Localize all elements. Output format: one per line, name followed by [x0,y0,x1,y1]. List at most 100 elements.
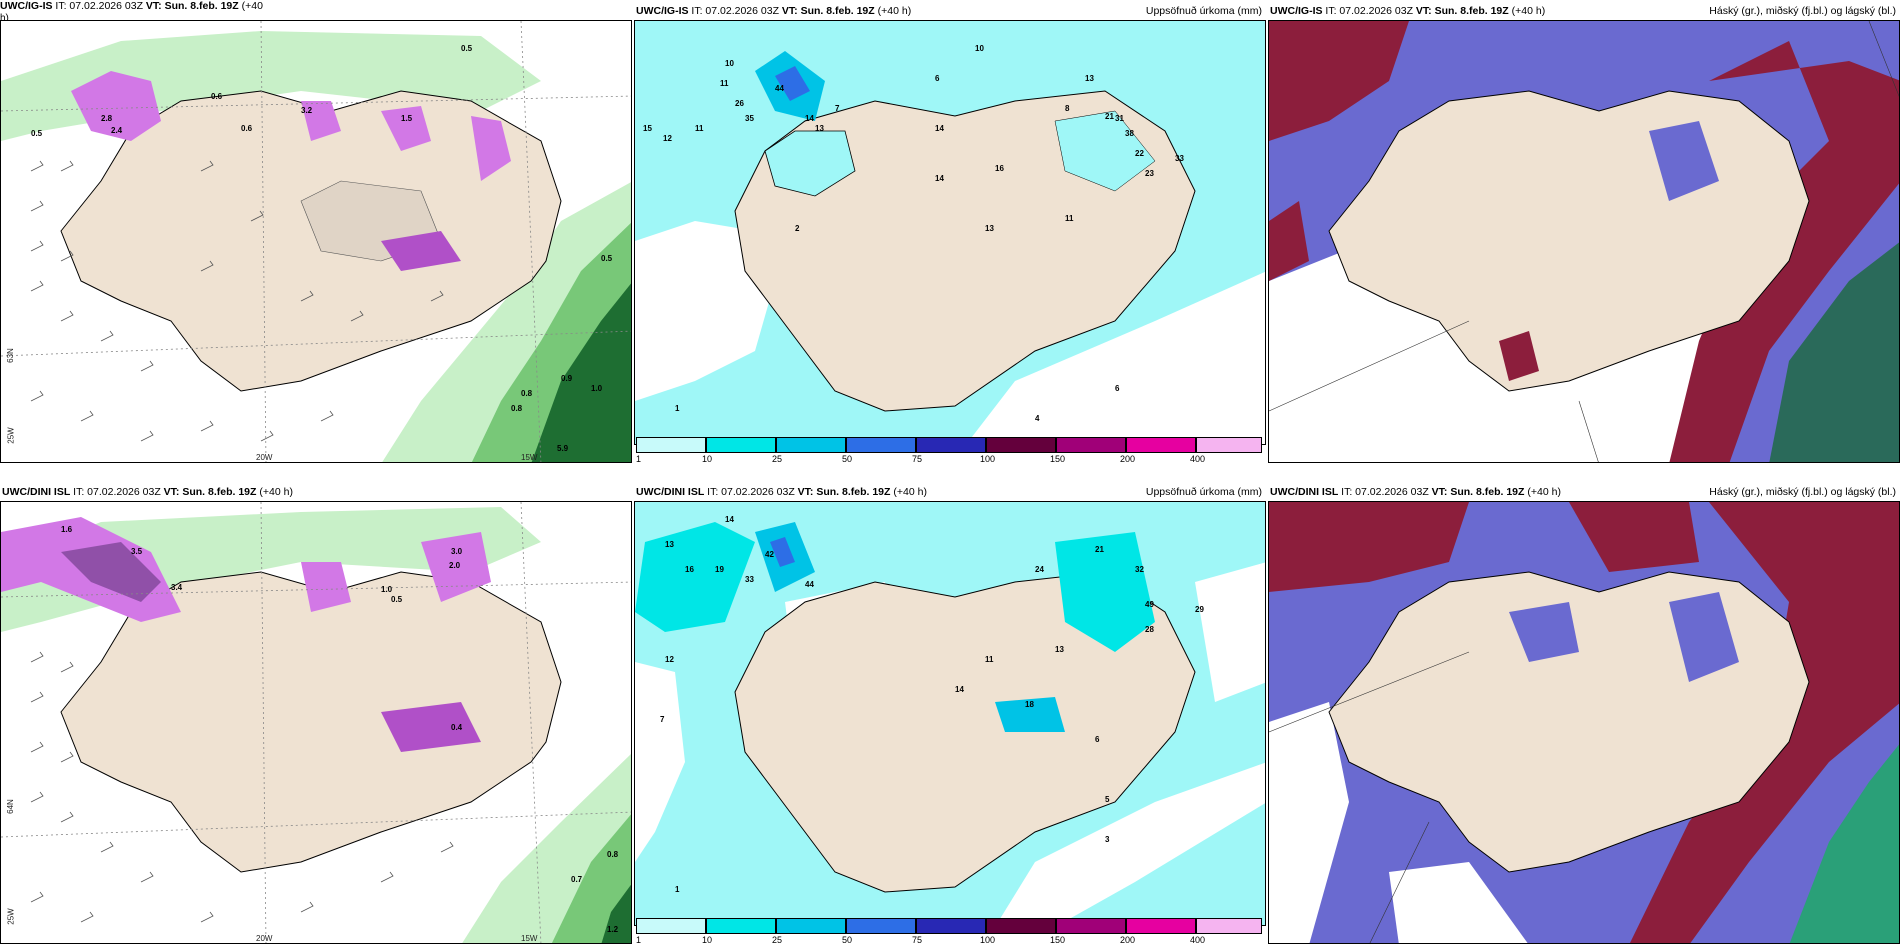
cbar-tick: 200 [1120,935,1136,944]
map-clouds[interactable] [1268,501,1900,944]
snow-ne [471,116,511,181]
panel-header: UWC/IG-IS IT: 07.02.2026 03Z VT: Sun. 8.… [636,5,1262,19]
cbar-tick: 150 [1050,935,1066,944]
valid-time: VT: Sun. 8.feb. 19Z [145,0,239,12]
top-row: UWC/IG-IS IT: 07.02.2026 03Z VT: Sun. 8.… [0,0,1900,463]
svg-text:44: 44 [805,580,814,589]
cbar-tick: 75 [912,454,923,463]
svg-text:2: 2 [795,224,800,233]
cbar-seg-3 [846,918,916,934]
init-time: IT: 07.02.2026 03Z [1325,5,1413,17]
svg-text:0.5: 0.5 [461,44,473,53]
cbar-seg-7 [1126,918,1196,934]
svg-text:29: 29 [1195,605,1204,614]
cbar-tick: 10 [702,935,713,944]
map-snow-wind[interactable]: 0.5 0.6 3.2 2.8 2.4 1.5 0.5 0.6 5.9 0.9 … [0,20,632,463]
svg-text:1.0: 1.0 [591,384,603,393]
cbar-tick: 150 [1050,454,1066,463]
lead-time: (+40 [241,0,263,12]
map-canvas: 0.5 0.6 3.2 2.8 2.4 1.5 0.5 0.6 5.9 0.9 … [1,21,631,462]
svg-text:3.5: 3.5 [131,547,143,556]
model-label: UWC/DINI ISL [636,486,705,498]
snow-n2 [381,106,431,151]
snow-labels: 0.5 0.6 3.2 2.8 2.4 1.5 0.5 0.6 5.9 0.9 … [31,44,613,453]
lon-label-left: 25W [6,427,16,444]
lead-time: (+40 h) [1511,5,1546,17]
map-canvas: 1.6 3.5 3.4 3.0 2.0 1.0 0.5 0.7 0.8 1.2 … [1,502,631,943]
svg-text:11: 11 [1065,214,1074,223]
svg-text:33: 33 [1175,154,1184,163]
svg-text:0.9: 0.9 [561,374,573,383]
svg-text:13: 13 [1085,74,1094,83]
cbar-tick: 50 [842,454,853,463]
svg-text:3.0: 3.0 [451,547,463,556]
svg-text:13: 13 [1055,645,1064,654]
svg-text:7: 7 [660,715,665,724]
wind-barbs [30,651,454,923]
cbar-seg-0 [636,918,706,934]
svg-text:14: 14 [935,124,944,133]
map-precip[interactable]: 10 11 15 12 11 26 44 35 14 13 7 6 14 10 … [634,20,1266,445]
cbar-tick: 25 [772,935,783,944]
snow-nw [71,71,161,141]
svg-text:14: 14 [955,685,964,694]
svg-text:49: 49 [1145,600,1154,609]
svg-text:23: 23 [1145,169,1154,178]
panel-precip-ig: UWC/IG-IS IT: 07.02.2026 03Z VT: Sun. 8.… [634,0,1266,463]
init-time: IT: 07.02.2026 03Z [691,5,779,17]
panel-header: UWC/DINI ISL IT: 07.02.2026 03Z VT: Sun.… [1270,486,1896,500]
cbar-tick: 25 [772,454,783,463]
svg-text:5.9: 5.9 [557,444,569,453]
cbar-tick: 1 [636,454,642,463]
cbar-seg-3 [846,437,916,453]
init-time: IT: 07.02.2026 03Z [707,486,795,498]
svg-text:4: 4 [1035,414,1040,423]
svg-text:16: 16 [685,565,694,574]
panel-header: UWC/IG-IS IT: 07.02.2026 03Z VT: Sun. 8.… [1270,5,1896,19]
colorbar: 1 10 25 50 75 100 150 200 400 [636,437,1262,463]
cbar-tick: 100 [980,935,996,944]
map-precip[interactable]: 14 13 16 19 42 44 33 12 21 32 49 29 28 2… [634,501,1266,926]
valid-time: VT: Sun. 8.feb. 19Z [163,486,257,498]
snow-labels: 1.6 3.5 3.4 3.0 2.0 1.0 0.5 0.7 0.8 1.2 … [61,525,619,934]
panel-title: Uppsöfnuð úrkoma (mm) [1145,486,1262,498]
cbar-seg-8 [1196,918,1262,934]
svg-text:0.8: 0.8 [607,850,619,859]
svg-text:15: 15 [643,124,652,133]
lat-label: 64N [5,799,15,814]
iceland-land [60,571,562,873]
svg-text:1.0: 1.0 [381,585,393,594]
cbar-seg-7 [1126,437,1196,453]
svg-text:12: 12 [665,655,674,664]
svg-text:0.8: 0.8 [521,389,533,398]
cbar-seg-1 [706,437,776,453]
map-snow-wind[interactable]: 1.6 3.5 3.4 3.0 2.0 1.0 0.5 0.7 0.8 1.2 … [0,501,632,944]
svg-text:6: 6 [1115,384,1120,393]
iceland-land [734,571,1196,893]
cbar-seg-4 [916,918,986,934]
wind-barbs [30,160,444,442]
svg-text:38: 38 [1125,129,1134,138]
cbar-tick: 75 [912,935,923,944]
cloud-mid-nw [1269,21,1409,141]
svg-text:13: 13 [985,224,994,233]
svg-text:0.5: 0.5 [31,129,43,138]
precip-values: 14 13 16 19 42 44 33 12 21 32 49 29 28 2… [660,515,1204,894]
svg-text:0.8: 0.8 [511,404,523,413]
colorbar: 1 10 25 50 75 100 150 200 400 [636,918,1262,944]
snow-n1 [301,101,341,141]
cbar-seg-5 [986,437,1056,453]
map-clouds[interactable] [1268,20,1900,463]
panel-precip-dini: UWC/DINI ISL IT: 07.02.2026 03Z VT: Sun.… [634,481,1266,944]
svg-text:26: 26 [735,99,744,108]
svg-text:13: 13 [665,540,674,549]
svg-text:1.5: 1.5 [401,114,413,123]
bottom-row: UWC/DINI ISL IT: 07.02.2026 03Z VT: Sun.… [0,481,1900,944]
svg-text:2.4: 2.4 [111,126,123,135]
svg-text:28: 28 [1145,625,1154,634]
iceland-land [60,90,562,392]
lon-label-left: 25W [6,908,16,925]
svg-text:12: 12 [663,134,672,143]
cbar-tick: 400 [1190,935,1206,944]
cbar-seg-6 [1056,918,1126,934]
